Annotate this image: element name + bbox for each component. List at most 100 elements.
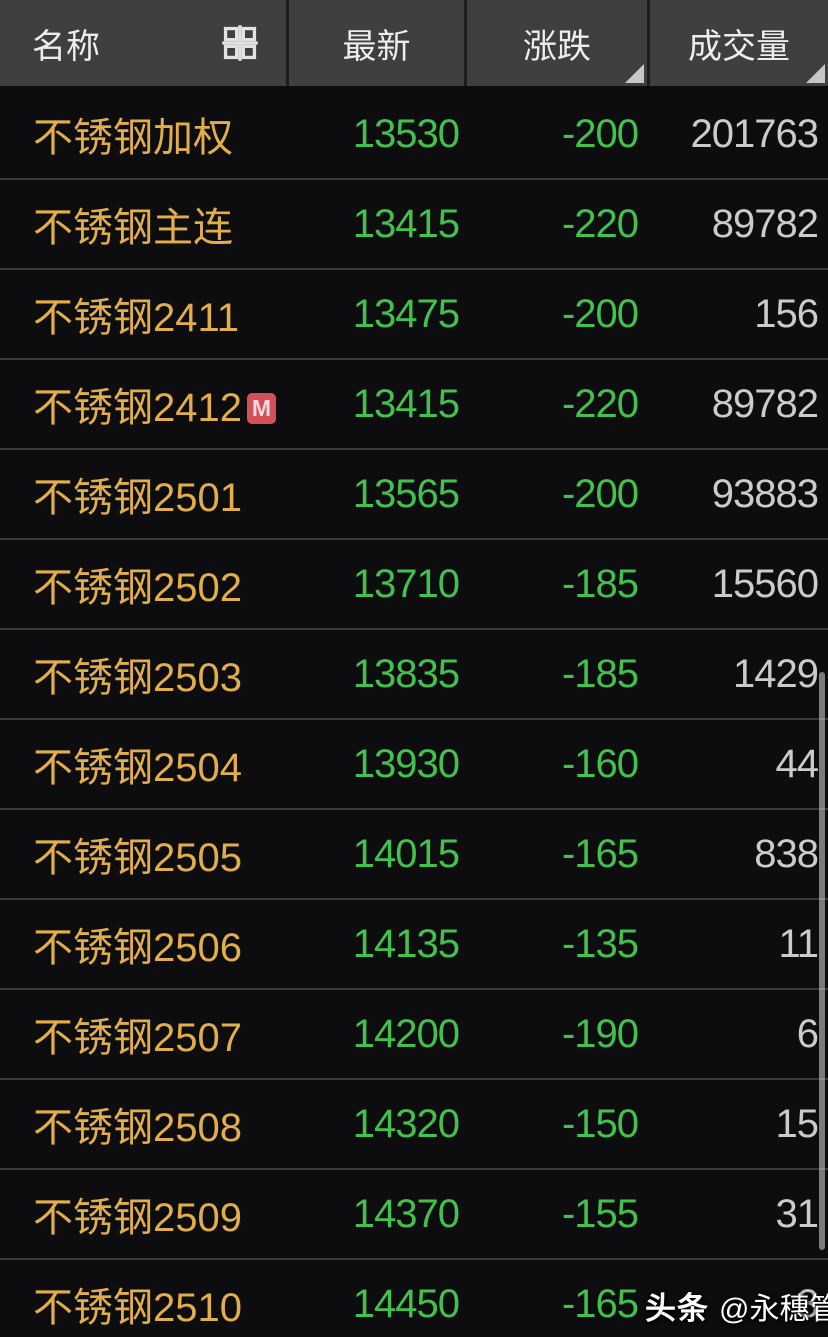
- volume: 31: [775, 1191, 819, 1236]
- quote-table-body: 不锈钢加权 13530 -200 201763 不锈钢主连 13415 -: [0, 90, 828, 1337]
- last-price: 13475: [352, 291, 460, 336]
- contract-row[interactable]: 不锈钢2504 13930 -160 44: [0, 720, 828, 810]
- volume: 93883: [711, 471, 819, 516]
- last-price-cell: 14450: [289, 1260, 467, 1337]
- contract-row[interactable]: 不锈钢加权 13530 -200 201763: [0, 90, 828, 180]
- volume-cell: 201763: [650, 90, 828, 178]
- contract-name-cell: 不锈钢2411: [0, 270, 289, 358]
- volume: 89782: [711, 381, 819, 426]
- contract-row[interactable]: 不锈钢主连 13415 -220 89782: [0, 180, 828, 270]
- contract-row[interactable]: 不锈钢2503 13835 -185 1429: [0, 630, 828, 720]
- contract-row[interactable]: 不锈钢2506 14135 -135 11: [0, 900, 828, 990]
- contract-name: 不锈钢加权: [33, 116, 233, 160]
- last-price: 13415: [352, 201, 460, 246]
- volume-cell: 89782: [650, 180, 828, 268]
- volume: 201763: [690, 111, 819, 156]
- volume: 11: [778, 921, 819, 966]
- volume: 838: [754, 831, 819, 876]
- column-label-name: 名称: [32, 27, 100, 66]
- price-change-cell: -220: [467, 180, 650, 268]
- last-price-cell: 14200: [289, 990, 467, 1078]
- volume-cell: 156: [650, 270, 828, 358]
- last-price: 14320: [352, 1101, 460, 1146]
- volume-cell: 31: [650, 1170, 828, 1258]
- last-price: 13530: [352, 111, 460, 156]
- watermark-handle: @永穗管业: [719, 1292, 828, 1326]
- contract-name: 不锈钢主连: [33, 206, 233, 250]
- contract-name: 不锈钢2509: [33, 1196, 242, 1240]
- contract-row[interactable]: 不锈钢2412 M 13415 -220 89782: [0, 360, 828, 450]
- contract-name-cell: 不锈钢2503: [0, 630, 289, 718]
- price-change: -165: [561, 1281, 639, 1326]
- contract-row[interactable]: 不锈钢2505 14015 -165 838: [0, 810, 828, 900]
- price-change-cell: -185: [467, 540, 650, 628]
- column-label-volume: 成交量: [688, 27, 790, 66]
- contract-name-cell: 不锈钢2506: [0, 900, 289, 988]
- price-change-cell: -200: [467, 90, 650, 178]
- volume-cell: 1429: [650, 630, 828, 718]
- contract-row[interactable]: 不锈钢2509 14370 -155 31: [0, 1170, 828, 1260]
- column-header-change[interactable]: 涨跌: [467, 0, 650, 86]
- contract-row[interactable]: 不锈钢2411 13475 -200 156: [0, 270, 828, 360]
- contract-name-cell: 不锈钢2510: [0, 1260, 289, 1337]
- last-price: 14135: [352, 921, 460, 966]
- last-price-cell: 13930: [289, 720, 467, 808]
- volume-cell: 89782: [650, 360, 828, 448]
- contract-row[interactable]: 不锈钢2502 13710 -185 15560: [0, 540, 828, 630]
- last-price-cell: 14320: [289, 1080, 467, 1168]
- column-header-last[interactable]: 最新: [289, 0, 467, 86]
- volume-cell: 3: [650, 1260, 828, 1337]
- contract-row[interactable]: 不锈钢2501 13565 -200 93883: [0, 450, 828, 540]
- contract-row[interactable]: 不锈钢2510 14450 -165 3: [0, 1260, 828, 1337]
- volume-cell: 15560: [650, 540, 828, 628]
- price-change: -155: [561, 1191, 639, 1236]
- volume-cell: 15: [650, 1080, 828, 1168]
- contract-name: 不锈钢2506: [33, 926, 242, 970]
- last-price: 14370: [352, 1191, 460, 1236]
- watermark: 头条 @永穗管业: [645, 1283, 828, 1328]
- main-contract-badge: M: [246, 392, 276, 424]
- contract-name-cell: 不锈钢2508: [0, 1080, 289, 1168]
- contract-row[interactable]: 不锈钢2507 14200 -190 6: [0, 990, 828, 1080]
- price-change: -165: [561, 831, 639, 876]
- last-price: 13415: [352, 381, 460, 426]
- column-header-volume[interactable]: 成交量: [650, 0, 828, 86]
- contract-name-cell: 不锈钢2507: [0, 990, 289, 1078]
- volume-cell: 44: [650, 720, 828, 808]
- column-header-name[interactable]: 名称: [0, 0, 289, 86]
- volume: 89782: [711, 201, 819, 246]
- volume: 156: [754, 291, 819, 336]
- contract-name: 不锈钢2510: [33, 1286, 242, 1330]
- volume-cell: 93883: [650, 450, 828, 538]
- volume: 15560: [711, 561, 819, 606]
- contract-name-cell: 不锈钢2502: [0, 540, 289, 628]
- price-change-cell: -220: [467, 360, 650, 448]
- sort-indicator-icon: [625, 64, 644, 83]
- price-change-cell: -150: [467, 1080, 650, 1168]
- contract-name: 不锈钢2508: [33, 1106, 242, 1150]
- last-price-cell: 13710: [289, 540, 467, 628]
- last-price: 13710: [352, 561, 460, 606]
- last-price: 14450: [352, 1281, 460, 1326]
- scrollbar-thumb[interactable]: [819, 672, 825, 1250]
- contract-name: 不锈钢2505: [33, 836, 242, 880]
- column-label-last: 最新: [342, 27, 411, 66]
- contract-name-cell: 不锈钢2509: [0, 1170, 289, 1258]
- last-price: 13565: [352, 471, 460, 516]
- price-change: -220: [561, 381, 639, 426]
- column-label-change: 涨跌: [523, 27, 591, 66]
- contract-name-cell: 不锈钢2501: [0, 450, 289, 538]
- price-change-cell: -185: [467, 630, 650, 718]
- contract-row[interactable]: 不锈钢2508 14320 -150 15: [0, 1080, 828, 1170]
- volume: 3: [796, 1281, 819, 1326]
- price-change: -200: [561, 471, 639, 516]
- contract-name: 不锈钢2412: [33, 386, 242, 430]
- volume-cell: 11: [650, 900, 828, 988]
- grid-layout-icon[interactable]: [220, 23, 260, 63]
- price-change: -185: [561, 561, 639, 606]
- contract-name-cell: 不锈钢主连: [0, 180, 289, 268]
- price-change: -135: [561, 921, 639, 966]
- quote-table-header: 名称 最新 涨跌 成交量: [0, 0, 828, 86]
- contract-name: 不锈钢2504: [33, 746, 242, 790]
- price-change-cell: -200: [467, 270, 650, 358]
